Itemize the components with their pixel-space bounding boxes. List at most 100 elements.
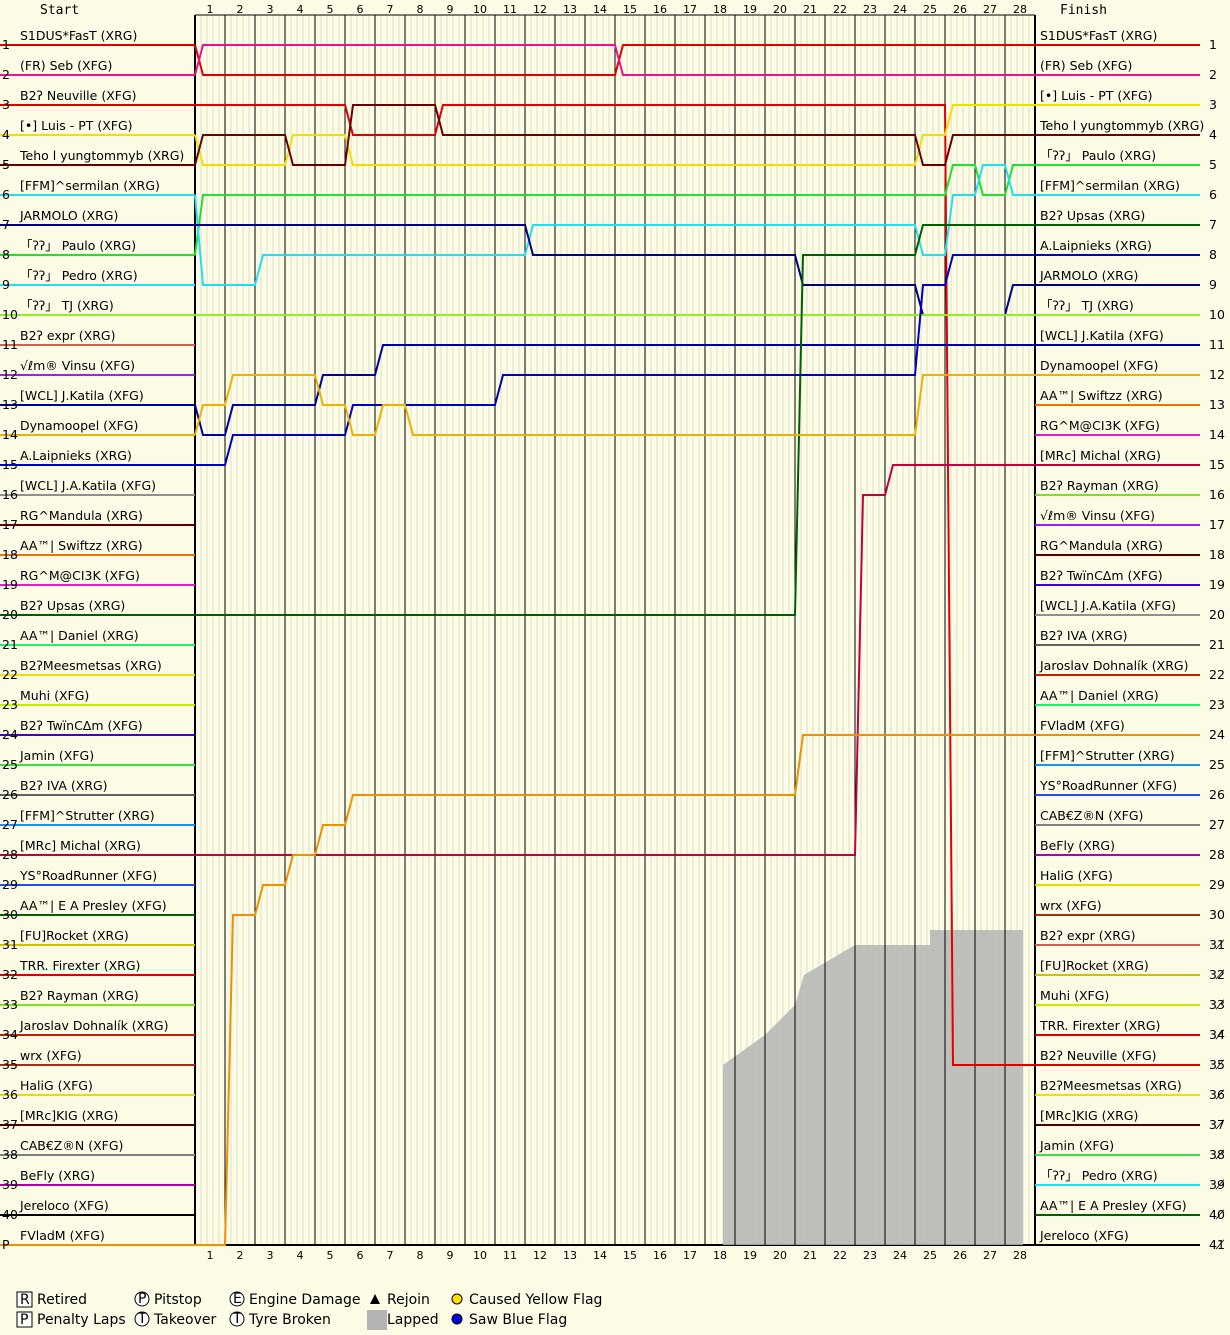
- start-position-number: 40: [2, 1207, 18, 1222]
- finish-position-number: 36̸: [1209, 1087, 1225, 1102]
- start-driver-label: Dynamoopel (XFG): [20, 418, 138, 433]
- legend-label: Saw Blue Flag: [469, 1312, 567, 1328]
- finish-position-number: 25: [1209, 757, 1225, 772]
- series-line: [194, 44, 1035, 76]
- lapped-area: [723, 915, 1023, 1245]
- finish-position-number: 30: [1209, 907, 1225, 922]
- lap-label-top: 27: [983, 3, 997, 16]
- lap-label-top: 25: [923, 3, 937, 16]
- finish-driver-label: [FU]Rocket (XRG): [1040, 958, 1149, 973]
- start-driver-label: Muhi (XFG): [20, 688, 89, 703]
- lap-label-bottom: 22: [833, 1249, 847, 1262]
- lap-label-top: 15: [623, 3, 637, 16]
- finish-driver-label: [MRc] Michal (XRG): [1040, 448, 1161, 463]
- finish-position-number: 21: [1209, 637, 1225, 652]
- start-position-number: 7: [2, 217, 10, 232]
- start-position-number: 23: [2, 697, 18, 712]
- start-position-number: 29: [2, 877, 18, 892]
- finish-driver-label: A.Laipnieks (XRG): [1040, 238, 1152, 253]
- legend-symbol-letter: P: [20, 1312, 28, 1328]
- lap-label-top: 21: [803, 3, 817, 16]
- lap-label-bottom: 12: [533, 1249, 547, 1262]
- finish-driver-label: 「ʔʔ」 Pedro (XRG): [1040, 1168, 1158, 1183]
- lapped-symbol: [367, 1310, 387, 1330]
- start-position-number: 34: [2, 1027, 18, 1042]
- finish-position-number: 12: [1209, 367, 1225, 382]
- lap-label-bottom: 28: [1013, 1249, 1027, 1262]
- finish-position-number: 37̸: [1209, 1117, 1225, 1132]
- start-position-number: 37: [2, 1117, 18, 1132]
- lap-label-top: 10: [473, 3, 487, 16]
- legend-symbol-letter: E: [233, 1291, 242, 1307]
- legend-label: Penalty Laps: [37, 1312, 126, 1328]
- lap-label-bottom: 2: [237, 1249, 244, 1262]
- start-position-number: 17: [2, 517, 18, 532]
- start-driver-label: JARMOLO (XRG): [19, 208, 118, 223]
- finish-driver-label: Dynamoopel (XFG): [1040, 358, 1158, 373]
- start-driver-label: TRR. Firexter (XRG): [19, 958, 140, 973]
- finish-position-number: 19: [1209, 577, 1225, 592]
- lap-label-bottom: 6: [357, 1249, 364, 1262]
- lap-label-top: 20: [773, 3, 787, 16]
- start-driver-label: B2ʔ TwïnCΔm (XFG): [20, 718, 143, 733]
- start-position-number: 15: [2, 457, 18, 472]
- finish-position-number: 22: [1209, 667, 1225, 682]
- start-position-number: 21: [2, 637, 18, 652]
- finish-driver-label: RG^Mandula (XRG): [1040, 538, 1163, 553]
- start-position-number: 12: [2, 367, 18, 382]
- lap-label-top: 12: [533, 3, 547, 16]
- finish-driver-label: B2ʔ Rayman (XRG): [1040, 478, 1159, 493]
- start-driver-label: BeFly (XRG): [20, 1168, 95, 1183]
- lap-label-top: 5: [327, 3, 334, 16]
- start-driver-label: AA™| Daniel (XRG): [20, 628, 139, 643]
- finish-driver-label: S1DUS*FasT (XRG): [1040, 28, 1157, 43]
- legend-symbol-letter: P: [138, 1291, 146, 1307]
- finish-driver-label: 「ʔʔ」 TJ (XRG): [1040, 298, 1134, 313]
- finish-position-number: 35̸: [1209, 1057, 1225, 1072]
- lap-label-bottom: 20: [773, 1249, 787, 1262]
- lap-label-top: 3: [267, 3, 274, 16]
- legend-label: Pitstop: [154, 1292, 202, 1308]
- lap-label-bottom: 14: [593, 1249, 607, 1262]
- lap-label-top: 11: [503, 3, 517, 16]
- finish-position-number: 7: [1209, 217, 1217, 232]
- start-driver-label: 「ʔʔ」 Pedro (XRG): [20, 268, 138, 283]
- lap-label-top: 8: [417, 3, 424, 16]
- lap-label-top: 28: [1013, 3, 1027, 16]
- finish-driver-label: B2ʔ Upsas (XRG): [1040, 208, 1145, 223]
- finish-driver-label: [MRc]KIG (XRG): [1040, 1108, 1138, 1123]
- lap-label-bottom: 19: [743, 1249, 757, 1262]
- lap-label-top: 24: [893, 3, 907, 16]
- finish-driver-label: AA™| E A Presley (XFG): [1040, 1198, 1187, 1213]
- legend-label: Engine Damage: [249, 1292, 361, 1308]
- start-position-number: 5: [2, 157, 10, 172]
- series-line: [194, 44, 1035, 76]
- start-driver-label: CAB€Z®N (XFG): [20, 1138, 123, 1153]
- lap-label-top: 2: [237, 3, 244, 16]
- start-driver-label: B2ʔMeesmetsas (XRG): [20, 658, 162, 673]
- finish-position-number: 3: [1209, 97, 1217, 112]
- start-driver-label: RG^M@CI3K (XFG): [20, 568, 140, 583]
- finish-position-number: 1: [1209, 37, 1217, 52]
- finish-driver-label: AA™| Daniel (XRG): [1040, 688, 1159, 703]
- series-line: [195, 224, 1035, 316]
- start-driver-label: A.Laipnieks (XRG): [20, 448, 132, 463]
- finish-position-number: 29: [1209, 877, 1225, 892]
- series-line: [194, 344, 1035, 436]
- legend-symbol-circle: [229, 1311, 245, 1327]
- lap-label-top: 14: [593, 3, 607, 16]
- start-position-number: 35: [2, 1057, 18, 1072]
- start-header: Start: [40, 3, 79, 18]
- finish-driver-label: Teho l yungtommyb (XRG): [1039, 118, 1204, 133]
- finish-driver-label: B2ʔMeesmetsas (XRG): [1040, 1078, 1182, 1093]
- finish-position-number: 13: [1209, 397, 1225, 412]
- start-driver-label: 「ʔʔ」 TJ (XRG): [20, 298, 114, 313]
- rejoin-symbol: [370, 1294, 380, 1304]
- lap-label-top: 18: [713, 3, 727, 16]
- axes: Start Finish 112233445566778899101011111…: [40, 3, 1107, 1262]
- start-position-number: 22: [2, 667, 18, 682]
- start-position-number: 36: [2, 1087, 18, 1102]
- finish-position-number: 39̸: [1209, 1177, 1225, 1192]
- start-driver-label: Jaroslav Dohnalík (XRG): [19, 1018, 169, 1033]
- start-driver-label: 「ʔʔ」 Paulo (XRG): [20, 238, 136, 253]
